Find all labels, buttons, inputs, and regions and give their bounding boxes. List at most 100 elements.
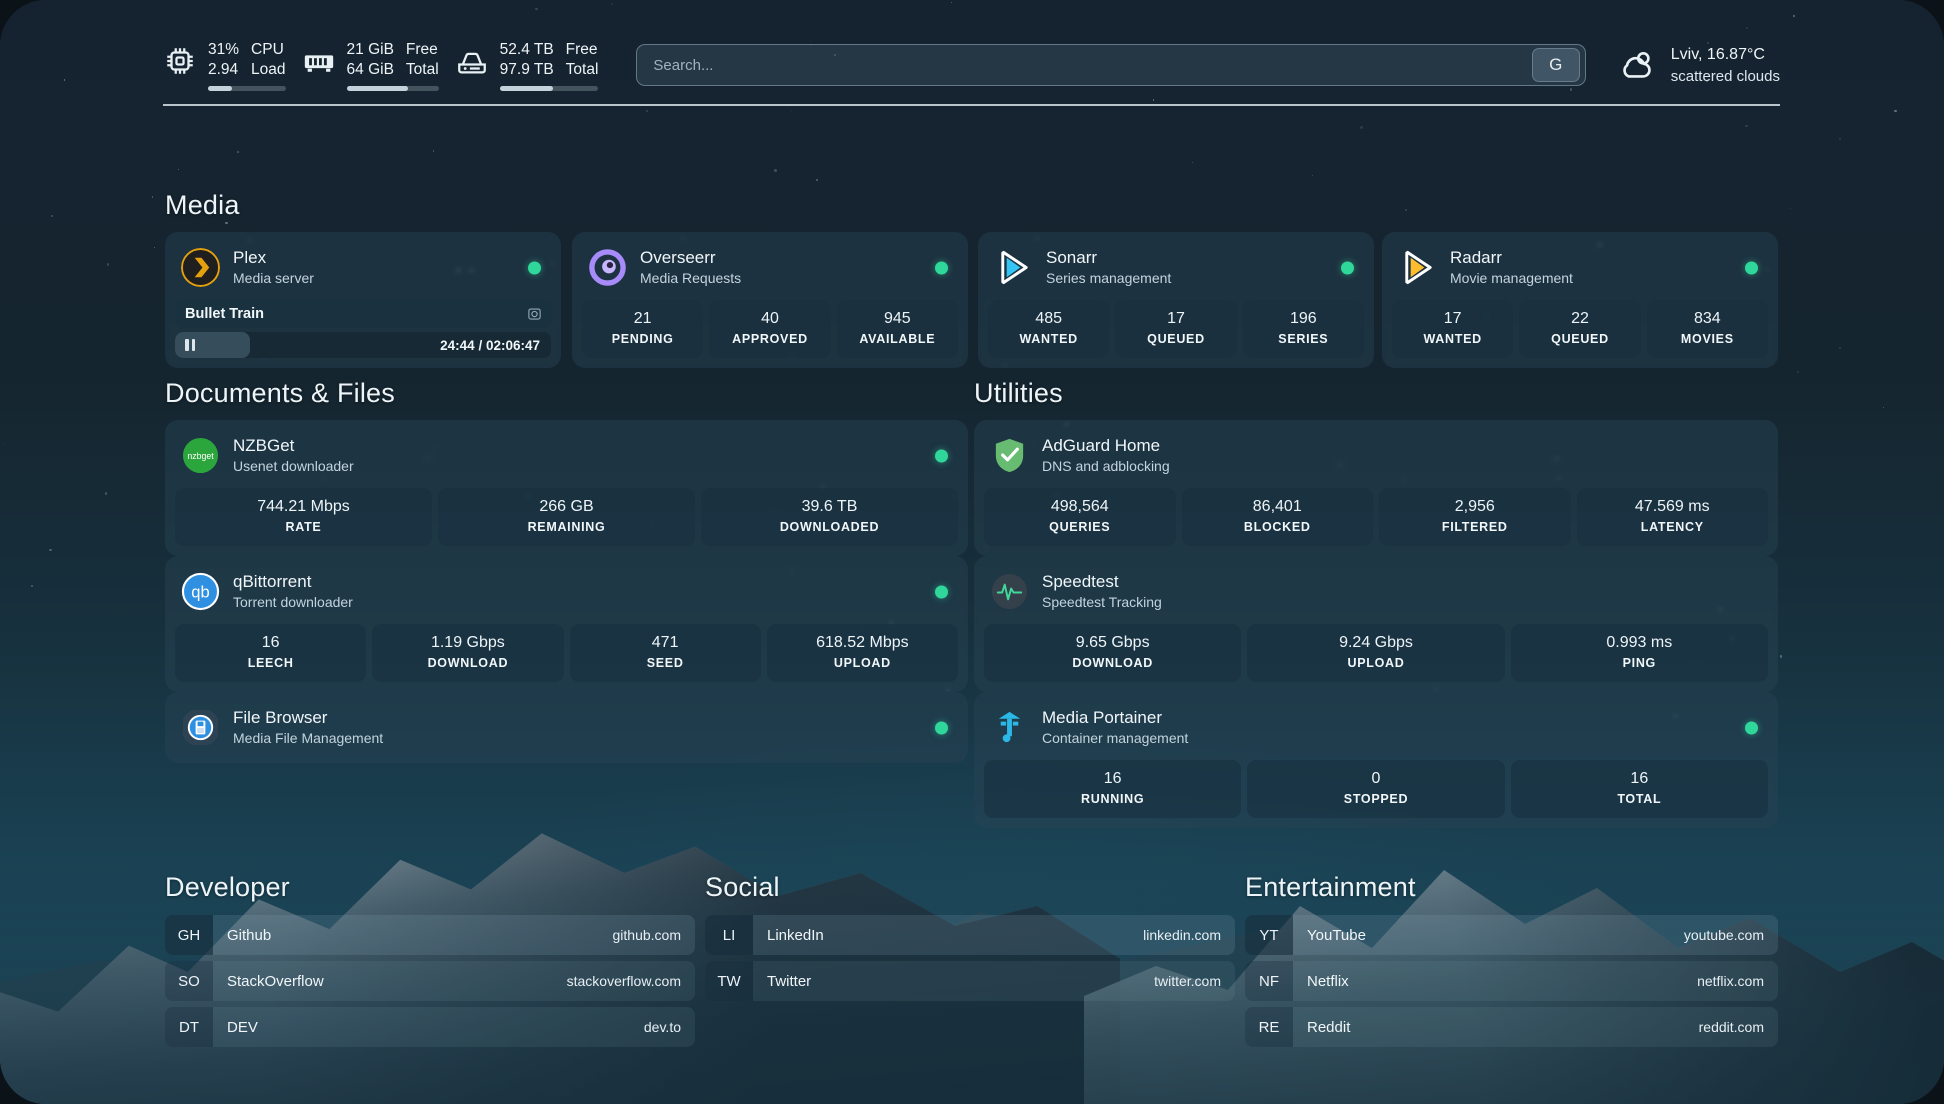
bookmark-item[interactable]: SO StackOverflow stackoverflow.com <box>165 961 695 1001</box>
bookmark-url: dev.to <box>643 1019 681 1035</box>
stat-label: TOTAL <box>1617 792 1662 806</box>
memory-label-1: Free <box>405 40 438 58</box>
status-dot-online <box>935 585 948 598</box>
service-card-radarr[interactable]: Radarr Movie management 17 WANTED 22 QUE… <box>1382 232 1778 368</box>
service-card-portainer[interactable]: Media Portainer Container management 16 … <box>974 692 1778 828</box>
bookmark-item[interactable]: DT DEV dev.to <box>165 1007 695 1047</box>
stat-value: 196 <box>1289 310 1317 327</box>
weather-widget[interactable]: Lviv, 16.87°C scattered clouds <box>1608 44 1780 87</box>
status-dot-online <box>528 261 541 274</box>
bookmark-name: YouTube <box>1307 926 1366 944</box>
bookmark-abbr: NF <box>1245 961 1293 1001</box>
search-input[interactable] <box>637 45 1532 85</box>
stat-block: 945 AVAILABLE <box>836 300 958 358</box>
bookmark-name: LinkedIn <box>767 926 824 944</box>
bookmark-item[interactable]: TW Twitter twitter.com <box>705 961 1235 1001</box>
stat-label: FILTERED <box>1441 520 1508 534</box>
service-card-sonarr[interactable]: Sonarr Series management 485 WANTED 17 Q… <box>978 232 1374 368</box>
plex-logo <box>181 248 220 287</box>
service-card-overseerr[interactable]: Overseerr Media Requests 21 PENDING 40 A… <box>572 232 968 368</box>
stat-label: RUNNING <box>1081 792 1145 806</box>
bookmark-abbr: YT <box>1245 915 1293 955</box>
filebrowser-logo <box>181 708 220 747</box>
service-card-nzbget[interactable]: nzbget NZBGet Usenet downloader 744.21 M… <box>165 420 968 556</box>
resource-memory[interactable]: 21 GiB 64 GiB Free Total <box>302 40 455 91</box>
stat-label: AVAILABLE <box>859 332 936 346</box>
qbittorrent-logo: qb <box>181 572 220 611</box>
bookmark-item[interactable]: LI LinkedIn linkedin.com <box>705 915 1235 955</box>
service-desc: DNS and adblocking <box>1042 458 1170 474</box>
service-card-filebrowser[interactable]: File Browser Media File Management <box>165 692 968 763</box>
bookmark-item[interactable]: GH Github github.com <box>165 915 695 955</box>
service-desc: Media Requests <box>640 270 742 286</box>
stat-block: 196 SERIES <box>1242 300 1364 358</box>
disk-free: 52.4 TB <box>499 40 554 58</box>
disk-label-2: Total <box>565 60 599 78</box>
stat-value: 471 <box>651 634 679 651</box>
stat-label: QUEUED <box>1551 332 1609 346</box>
resource-disk[interactable]: 52.4 TB 97.9 TB Free Total <box>455 40 615 91</box>
stat-value: 9.24 Gbps <box>1339 634 1413 651</box>
stat-label: STOPPED <box>1343 792 1409 806</box>
stat-value: 86,401 <box>1252 498 1302 515</box>
memory-label-2: Total <box>405 60 439 78</box>
stat-block: 834 MOVIES <box>1646 300 1768 358</box>
service-card-qbittorrent[interactable]: qb qBittorrent Torrent downloader 16 LEE… <box>165 556 968 692</box>
status-dot-online <box>1745 721 1758 734</box>
stat-label: BLOCKED <box>1243 520 1311 534</box>
now-playing-time: 24:44 / 02:06:47 <box>440 337 540 353</box>
status-dot-online <box>935 449 948 462</box>
bookmark-item[interactable]: YT YouTube youtube.com <box>1245 915 1778 955</box>
stat-value: 22 <box>1571 310 1589 327</box>
svg-text:qb: qb <box>191 582 209 601</box>
stat-label: REMAINING <box>527 520 606 534</box>
stat-block: 9.24 Gbps UPLOAD <box>1247 624 1505 682</box>
search-bar[interactable]: G <box>636 44 1586 86</box>
bookmark-url: linkedin.com <box>1143 927 1221 943</box>
stat-value: 9.65 Gbps <box>1075 634 1150 651</box>
service-desc: Usenet downloader <box>233 458 354 474</box>
bookmark-item[interactable]: RE Reddit reddit.com <box>1245 1007 1778 1047</box>
service-desc: Media File Management <box>233 730 384 746</box>
bookmark-name: Reddit <box>1307 1018 1351 1036</box>
stat-label: APPROVED <box>732 332 808 346</box>
service-name: Plex <box>233 248 267 267</box>
stat-block: 618.52 Mbps UPLOAD <box>766 624 958 682</box>
stat-label: QUEUED <box>1147 332 1205 346</box>
stat-block: 485 WANTED <box>988 300 1110 358</box>
bookmark-group-entertainment: Entertainment YT YouTube youtube.com NF … <box>1245 872 1778 1047</box>
stat-block: 16 TOTAL <box>1510 760 1768 818</box>
section-title-documents: Documents & Files <box>165 378 395 408</box>
bookmark-name: Twitter <box>767 972 812 990</box>
bookmark-item[interactable]: NF Netflix netflix.com <box>1245 961 1778 1001</box>
stat-value: 945 <box>883 310 911 327</box>
stat-block: 266 GB REMAINING <box>438 488 695 546</box>
cast-icon[interactable] <box>527 307 542 322</box>
search-engine-button[interactable]: G <box>1531 48 1580 82</box>
bookmark-url: netflix.com <box>1697 973 1764 989</box>
speedtest-logo <box>990 572 1029 611</box>
memory-icon <box>302 44 336 78</box>
stat-value: 16 <box>261 634 280 651</box>
service-card-speedtest[interactable]: Speedtest Speedtest Tracking 9.65 Gbps D… <box>974 556 1778 692</box>
stat-block: 17 QUEUED <box>1115 300 1237 358</box>
stat-block: 22 QUEUED <box>1519 300 1641 358</box>
disk-icon <box>455 44 489 78</box>
service-card-adguard[interactable]: AdGuard Home DNS and adblocking 498,564 … <box>974 420 1778 556</box>
portainer-logo <box>990 708 1029 747</box>
now-playing-progress[interactable]: 24:44 / 02:06:47 <box>175 332 551 358</box>
stat-label: RATE <box>285 520 322 534</box>
service-card-plex[interactable]: Plex Media server Bullet Train 24 <box>165 232 561 368</box>
disk-label-1: Free <box>565 40 598 58</box>
status-dot-online <box>935 261 948 274</box>
svg-text:nzbget: nzbget <box>187 451 214 461</box>
pause-icon[interactable] <box>185 339 195 351</box>
resource-cpu[interactable]: 31% 2.94 CPU Load <box>163 40 302 91</box>
stat-label: LATENCY <box>1640 520 1704 534</box>
stat-value: 40 <box>761 310 779 327</box>
stat-label: DOWNLOADED <box>779 520 880 534</box>
bookmark-name: StackOverflow <box>227 972 324 990</box>
cloud-icon <box>1616 44 1658 86</box>
weather-condition: scattered clouds <box>1670 67 1780 85</box>
stat-label: WANTED <box>1423 332 1482 346</box>
